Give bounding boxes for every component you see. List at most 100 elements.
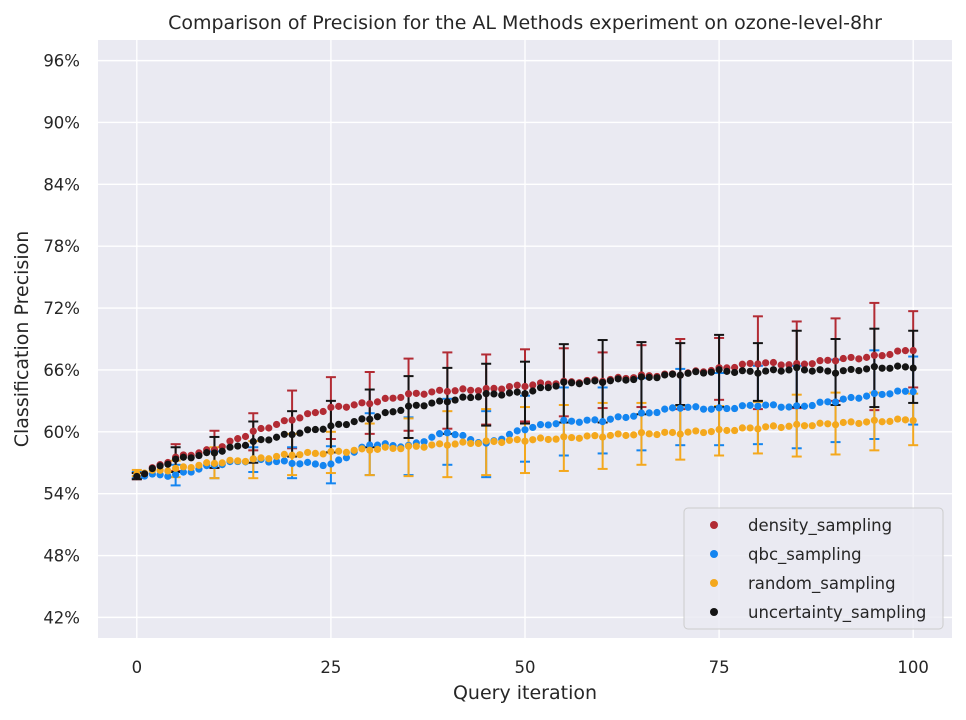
uncertainty_sampling-point bbox=[863, 365, 871, 373]
random_sampling-point bbox=[637, 429, 646, 437]
qbc_sampling-point bbox=[560, 416, 568, 424]
qbc_sampling-point bbox=[731, 404, 739, 413]
density_sampling-point bbox=[265, 424, 273, 432]
random_sampling-point bbox=[606, 431, 615, 440]
qbc_sampling-point bbox=[536, 420, 545, 429]
uncertainty_sampling-point bbox=[296, 429, 304, 437]
uncertainty_sampling-point bbox=[412, 401, 420, 409]
density_sampling-point bbox=[878, 352, 886, 360]
uncertainty_sampling-point bbox=[575, 380, 583, 388]
uncertainty_sampling-point bbox=[272, 433, 281, 441]
density_sampling-point bbox=[847, 353, 855, 362]
data-points bbox=[133, 346, 917, 481]
qbc_sampling-point bbox=[668, 404, 677, 412]
qbc_sampling-point bbox=[901, 387, 910, 395]
random_sampling-point bbox=[412, 442, 420, 450]
random_sampling-point bbox=[723, 426, 731, 435]
density_sampling-point bbox=[257, 424, 265, 433]
uncertainty_sampling-point bbox=[707, 368, 715, 376]
density_sampling-point bbox=[335, 402, 343, 410]
qbc_sampling-point bbox=[723, 404, 731, 413]
random_sampling-point bbox=[808, 422, 816, 430]
uncertainty_sampling-point bbox=[715, 366, 723, 374]
qbc_sampling-point bbox=[707, 405, 715, 413]
random_sampling-point bbox=[715, 425, 723, 434]
density_sampling-point bbox=[505, 382, 514, 391]
density_sampling-point bbox=[863, 353, 871, 361]
density_sampling-point bbox=[831, 357, 840, 365]
qbc_sampling-point bbox=[420, 438, 428, 446]
random_sampling-point bbox=[335, 447, 343, 455]
qbc_sampling-point bbox=[762, 401, 770, 409]
uncertainty_sampling-point bbox=[218, 447, 226, 455]
density_sampling-point bbox=[777, 361, 785, 369]
density_sampling-point bbox=[855, 355, 863, 363]
random_sampling-point bbox=[521, 437, 529, 445]
uncertainty_sampling-point bbox=[855, 366, 863, 375]
qbc_sampling-point bbox=[738, 402, 746, 410]
uncertainty_sampling-point bbox=[420, 402, 428, 410]
random_sampling-point bbox=[575, 434, 583, 442]
density_sampling-point bbox=[459, 385, 467, 393]
random_sampling-point bbox=[560, 433, 568, 441]
uncertainty_sampling-point bbox=[909, 364, 917, 372]
qbc_sampling-point bbox=[816, 398, 824, 406]
uncertainty_sampling-point bbox=[164, 460, 172, 468]
density_sampling-point bbox=[467, 386, 475, 394]
random_sampling-point bbox=[870, 416, 878, 424]
random_sampling-point bbox=[668, 428, 677, 437]
random_sampling-point bbox=[164, 467, 172, 475]
random_sampling-point bbox=[203, 459, 211, 467]
qbc_sampling-point bbox=[311, 460, 319, 468]
random_sampling-point bbox=[304, 448, 312, 457]
uncertainty_sampling-point bbox=[513, 388, 521, 396]
qbc_sampling-point bbox=[630, 412, 638, 420]
random_sampling-point bbox=[210, 459, 219, 467]
random_sampling-point bbox=[428, 441, 436, 449]
qbc_sampling-point bbox=[699, 405, 708, 413]
density_sampling-point bbox=[249, 427, 257, 435]
uncertainty_sampling-point bbox=[521, 390, 529, 398]
uncertainty_sampling-point bbox=[498, 391, 506, 399]
random_sampling-point bbox=[342, 448, 351, 457]
density_sampling-point bbox=[296, 414, 304, 422]
qbc_sampling-point bbox=[614, 413, 622, 421]
density_sampling-point bbox=[428, 388, 436, 396]
qbc_sampling-point bbox=[552, 420, 560, 428]
uncertainty_sampling-point bbox=[886, 364, 894, 372]
y-tick-label: 60% bbox=[43, 423, 80, 442]
uncertainty_sampling-point bbox=[552, 382, 560, 390]
qbc_sampling-point bbox=[645, 409, 653, 417]
density_sampling-point bbox=[800, 360, 809, 368]
random_sampling-point bbox=[886, 417, 894, 426]
uncertainty_sampling-point bbox=[482, 390, 490, 398]
qbc_sampling-point bbox=[319, 461, 327, 470]
uncertainty_sampling-point bbox=[599, 378, 607, 387]
density_sampling-point bbox=[529, 381, 537, 389]
uncertainty_sampling-point bbox=[785, 366, 793, 374]
uncertainty_sampling-point bbox=[241, 441, 250, 449]
random_sampling-point bbox=[785, 422, 793, 430]
uncertainty_sampling-point bbox=[614, 375, 622, 383]
y-tick-label: 90% bbox=[43, 113, 80, 132]
density_sampling-point bbox=[373, 398, 382, 406]
qbc_sampling-point bbox=[886, 390, 894, 398]
x-tick-label: 0 bbox=[132, 658, 143, 677]
legend-label-uncertainty_sampling: uncertainty_sampling bbox=[748, 603, 926, 623]
uncertainty_sampling-point bbox=[249, 437, 257, 446]
grid-lines bbox=[98, 40, 952, 638]
uncertainty_sampling-point bbox=[311, 425, 319, 434]
density_sampling-point bbox=[824, 356, 832, 364]
uncertainty_sampling-point bbox=[645, 373, 653, 381]
density_sampling-point bbox=[358, 399, 366, 407]
qbc_sampling-point bbox=[785, 403, 793, 411]
uncertainty_sampling-point bbox=[358, 415, 366, 423]
density_sampling-point bbox=[288, 416, 296, 424]
density_sampling-point bbox=[420, 390, 428, 398]
uncertainty_sampling-point bbox=[591, 377, 599, 385]
legend-label-qbc_sampling: qbc_sampling bbox=[748, 545, 862, 565]
uncertainty_sampling-point bbox=[793, 364, 801, 372]
density_sampling-point bbox=[342, 403, 351, 411]
uncertainty_sampling-point bbox=[839, 367, 847, 375]
